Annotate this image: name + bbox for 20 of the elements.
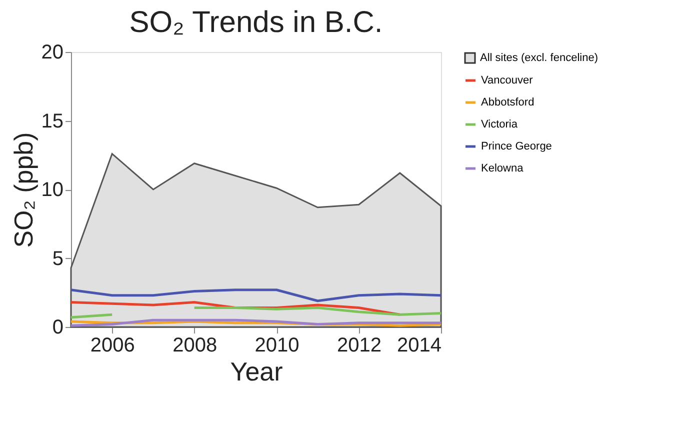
y-tick-label: 15	[41, 110, 64, 132]
legend-label: Kelowna	[481, 162, 524, 174]
chart-title: SO₂ Trends in B.C.	[129, 6, 383, 39]
y-tick-label: 0	[52, 316, 64, 338]
x-tick-label: 2012	[337, 334, 382, 356]
legend-label: Prince George	[481, 140, 552, 152]
y-tick-label: 5	[52, 248, 64, 270]
legend-label: Vancouver	[481, 74, 534, 86]
legend-label: All sites (excl. fenceline)	[480, 52, 598, 64]
x-tick-label: 2008	[172, 334, 218, 356]
line-series	[70, 288, 442, 302]
x-tick-label: 2010	[254, 334, 300, 356]
legend-label: Abbotsford	[481, 96, 534, 108]
x-tick-label: 2006	[90, 334, 135, 356]
x-axis-title: Year	[230, 356, 284, 386]
x-tick-label: 2014	[397, 334, 442, 356]
legend-label: Victoria	[481, 118, 518, 130]
y-tick-label: 20	[41, 42, 64, 64]
y-tick-label: 10	[41, 179, 64, 201]
y-axis-title: SO₂ (ppb)	[8, 132, 38, 248]
